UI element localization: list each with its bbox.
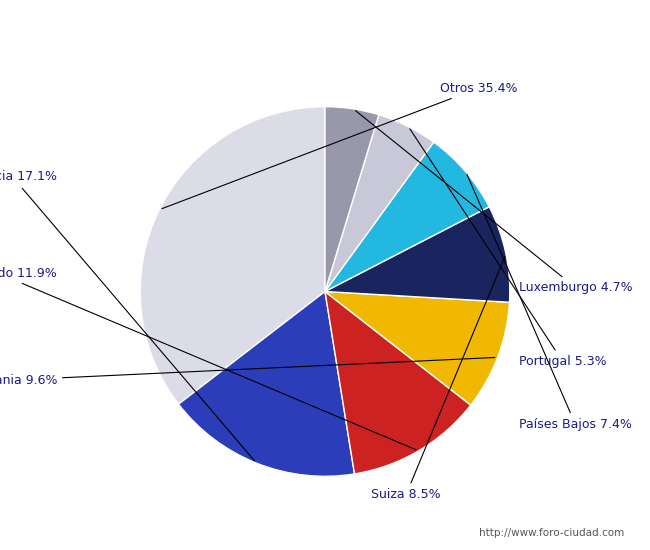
Text: Alemania 9.6%: Alemania 9.6%	[0, 358, 495, 387]
Text: Portugal 5.3%: Portugal 5.3%	[410, 129, 606, 368]
Text: Francia 17.1%: Francia 17.1%	[0, 170, 255, 461]
Text: Suiza 8.5%: Suiza 8.5%	[371, 257, 505, 501]
Wedge shape	[325, 107, 379, 292]
Wedge shape	[325, 292, 471, 474]
Text: Cambre - Turistas extranjeros según país - Agosto de 2024: Cambre - Turistas extranjeros según país…	[51, 18, 599, 34]
Text: http://www.foro-ciudad.com: http://www.foro-ciudad.com	[479, 528, 624, 538]
Wedge shape	[325, 207, 510, 302]
Text: Otros 35.4%: Otros 35.4%	[162, 82, 517, 208]
Wedge shape	[325, 115, 434, 292]
Wedge shape	[325, 142, 489, 292]
Text: Reino Unido 11.9%: Reino Unido 11.9%	[0, 267, 416, 450]
Wedge shape	[325, 292, 510, 405]
Wedge shape	[140, 107, 325, 404]
Text: Luxemburgo 4.7%: Luxemburgo 4.7%	[356, 111, 632, 294]
Wedge shape	[179, 292, 354, 476]
Text: Países Bajos 7.4%: Países Bajos 7.4%	[467, 174, 632, 431]
